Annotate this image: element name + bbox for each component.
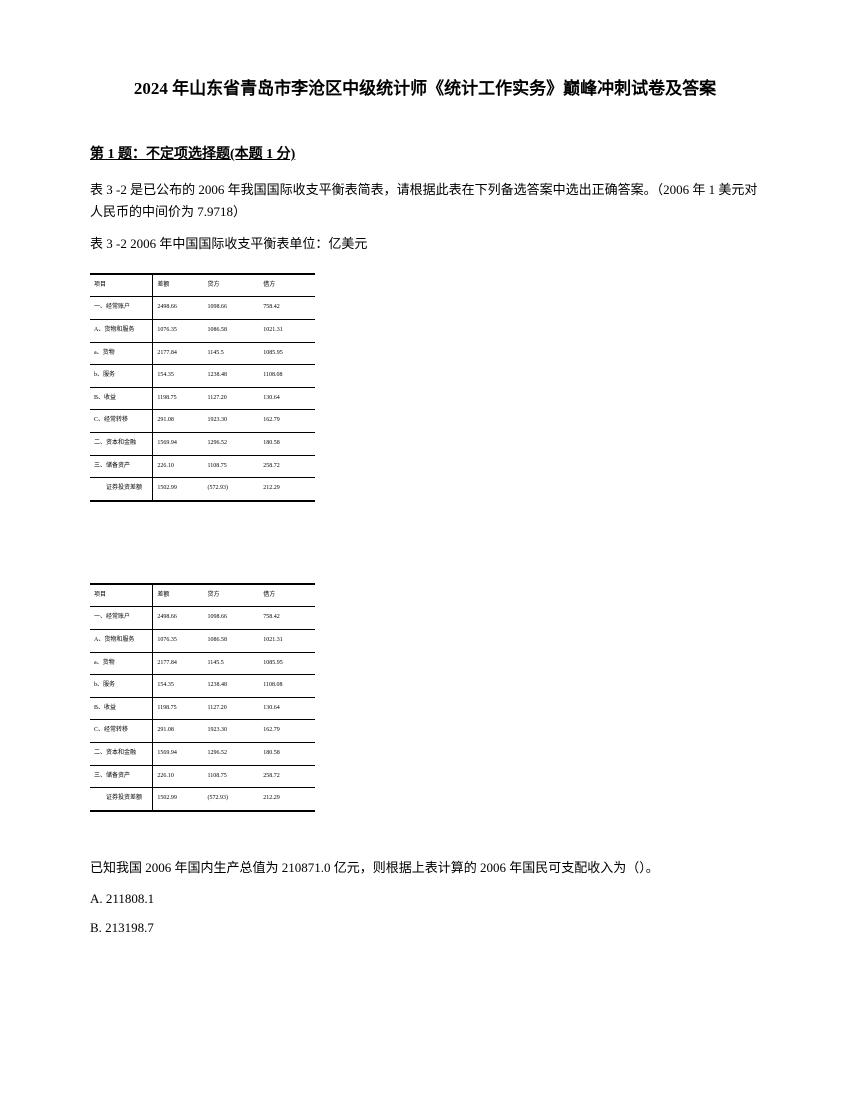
question-paragraph-2: 表 3 -2 2006 年中国国际收支平衡表单位：亿美元 — [90, 233, 760, 255]
table-row: b、服务154.351238.481108.08 — [90, 365, 315, 388]
question-paragraph-1: 表 3 -2 是已公布的 2006 年我国国际收支平衡表简表，请根据此表在下列备… — [90, 179, 760, 223]
option-a: A. 211808.1 — [90, 889, 760, 910]
table-row: 证券投资差额1502.99(572.93)212.29 — [90, 478, 315, 501]
question-header: 第 1 题：不定项选择题(本题 1 分) — [90, 144, 760, 166]
table-row: C、经常转移291.081923.30162.79 — [90, 410, 315, 433]
table-row: b、服务154.351238.481108.08 — [90, 675, 315, 698]
balance-table-2: 项目 差额 贷方 借方 一、经常账户2498.661098.66758.42 A… — [90, 583, 315, 812]
balance-table-1: 项目 差额 贷方 借方 一、经常账户2498.661098.66758.42 A… — [90, 273, 315, 502]
table-row: A、货物和服务1076.351086.581021.31 — [90, 320, 315, 343]
table-row: 三、储备资产226.101108.75258.72 — [90, 765, 315, 788]
table-row: 一、经常账户2498.661098.66758.42 — [90, 607, 315, 630]
document-title: 2024 年山东省青岛市李沧区中级统计师《统计工作实务》巅峰冲刺试卷及答案 — [90, 75, 760, 102]
table-row: a、货物2177.841145.51085.95 — [90, 652, 315, 675]
table-row: 二、资本和金融1569.941296.52180.58 — [90, 742, 315, 765]
table-row: 二、资本和金融1569.941296.52180.58 — [90, 433, 315, 456]
table-row: a、货物2177.841145.51085.95 — [90, 342, 315, 365]
table-row: B、收益1198.751127.20130.64 — [90, 697, 315, 720]
table-row: A、货物和服务1076.351086.581021.31 — [90, 629, 315, 652]
table-row: C、经常转移291.081923.30162.79 — [90, 720, 315, 743]
table-row: 三、储备资产226.101108.75258.72 — [90, 455, 315, 478]
table-row: B、收益1198.751127.20130.64 — [90, 387, 315, 410]
table-header-row: 项目 差额 贷方 借方 — [90, 274, 315, 297]
bottom-question: 已知我国 2006 年国内生产总值为 210871.0 亿元，则根据上表计算的 … — [90, 857, 760, 879]
option-b: B. 213198.7 — [90, 918, 760, 939]
table-row: 证券投资差额1502.99(572.93)212.29 — [90, 788, 315, 811]
table-header-row: 项目 差额 贷方 借方 — [90, 584, 315, 607]
table-row: 一、经常账户2498.661098.66758.42 — [90, 297, 315, 320]
